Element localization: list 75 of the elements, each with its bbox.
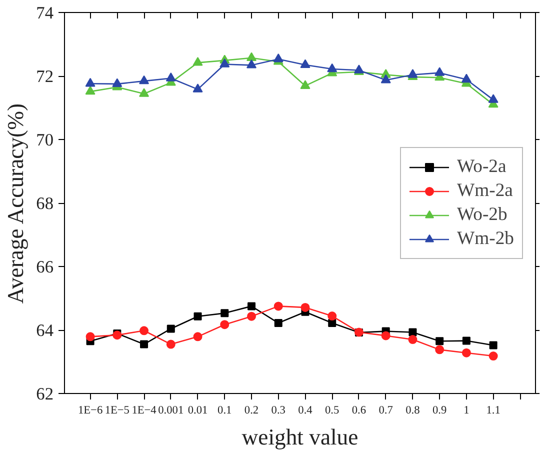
point	[461, 74, 472, 83]
point	[328, 312, 337, 321]
point	[435, 345, 444, 354]
legend-label: Wm-2b	[457, 228, 514, 250]
point	[140, 340, 148, 348]
x-tick-label: 1E−5	[104, 404, 130, 416]
point	[192, 84, 203, 92]
point	[462, 336, 470, 345]
y-tick-label: 72	[36, 67, 54, 86]
point	[273, 53, 284, 62]
point	[246, 52, 257, 61]
point	[488, 94, 498, 103]
point	[140, 326, 149, 336]
y-tick-label: 74	[36, 4, 54, 22]
point	[193, 332, 202, 342]
x-tick-label: 0.7	[378, 404, 394, 416]
x-tick-label: 0.9	[432, 404, 447, 416]
point	[274, 319, 282, 328]
point	[139, 75, 150, 84]
point	[462, 348, 471, 358]
point	[408, 328, 417, 336]
point	[328, 319, 336, 328]
x-tick-label: 1.1	[486, 404, 500, 416]
point	[300, 80, 310, 89]
y-tick-label: 68	[36, 194, 54, 213]
point	[248, 302, 256, 310]
y-axis-title: Average Accuracy(%)	[3, 104, 28, 304]
point	[86, 332, 95, 342]
point	[327, 63, 338, 72]
x-tick-label: 0.001	[158, 404, 184, 416]
y-tick-label: 64	[36, 321, 54, 340]
point	[380, 74, 391, 84]
point	[246, 60, 257, 68]
point	[300, 302, 310, 312]
point	[434, 67, 445, 76]
x-tick-label: 0.3	[271, 404, 286, 416]
legend-label: Wo-2a	[457, 156, 506, 178]
point	[247, 312, 256, 321]
point	[166, 340, 176, 349]
legend-label: Wo-2b	[457, 204, 508, 226]
x-tick-label: 0.01	[188, 404, 208, 416]
x-tick-label: 0.2	[244, 404, 259, 416]
x-tick-label: 1E−6	[78, 404, 103, 416]
point	[166, 324, 175, 333]
x-tick-label: 1E−4	[132, 404, 157, 416]
x-tick-label: 0.4	[298, 404, 313, 416]
point	[274, 302, 283, 311]
point	[85, 86, 96, 95]
point	[489, 341, 498, 350]
point	[408, 335, 418, 344]
point	[436, 337, 444, 346]
y-tick-label: 70	[36, 130, 54, 150]
x-tick-label: 0.6	[352, 404, 366, 416]
y-tick-label: 62	[36, 384, 54, 404]
point	[194, 312, 202, 320]
x-tick-label: 0.8	[406, 404, 420, 416]
x-tick-label: 0.5	[325, 404, 340, 416]
y-tick-label: 66	[36, 258, 54, 276]
point	[139, 88, 150, 97]
point	[220, 320, 230, 330]
point	[488, 352, 498, 361]
x-axis-title: weight value	[242, 424, 358, 450]
x-tick-label: 1	[464, 404, 470, 416]
x-tick-label: 0.1	[218, 404, 232, 416]
point	[408, 69, 418, 78]
point	[112, 78, 122, 88]
point	[166, 72, 176, 82]
point	[85, 78, 96, 87]
point	[220, 309, 229, 318]
point	[381, 331, 390, 340]
point	[112, 330, 122, 340]
legend-label: Wm-2a	[457, 180, 513, 202]
point	[220, 58, 230, 68]
point	[300, 59, 310, 68]
point	[192, 56, 203, 66]
